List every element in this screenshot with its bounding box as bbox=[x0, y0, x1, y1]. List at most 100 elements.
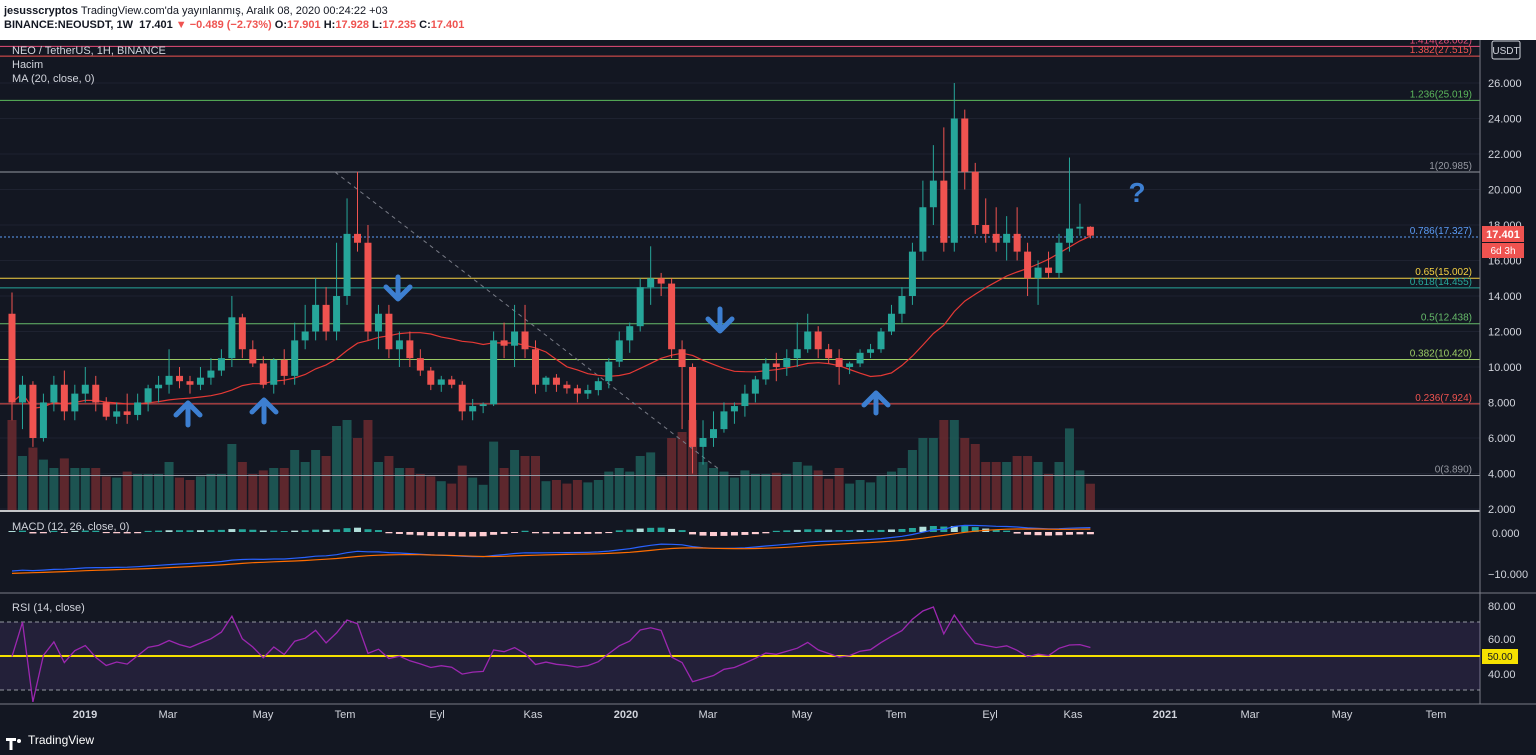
candle-body bbox=[908, 251, 916, 296]
arrow-up-icon[interactable] bbox=[173, 400, 203, 428]
candle-body bbox=[511, 331, 519, 346]
volume-bar bbox=[101, 476, 111, 510]
price-tick: 12.000 bbox=[1488, 327, 1522, 339]
candle-body bbox=[657, 278, 665, 284]
macd-hist-bar bbox=[176, 530, 184, 532]
macd-hist-bar bbox=[469, 532, 477, 537]
volume-bar bbox=[813, 470, 823, 510]
volume-bar bbox=[311, 450, 321, 510]
macd-hist-bar bbox=[730, 532, 738, 536]
volume-bar bbox=[342, 420, 352, 510]
macd-hist-bar bbox=[971, 527, 979, 532]
macd-hist-bar bbox=[1065, 532, 1073, 535]
fib-label: 0.618(14.455) bbox=[1410, 277, 1472, 288]
arrow-up-icon[interactable] bbox=[249, 397, 279, 425]
last-price: 17.401 bbox=[139, 19, 173, 31]
candle-body bbox=[416, 358, 424, 371]
candle-body bbox=[50, 384, 58, 403]
macd-hist-bar bbox=[950, 526, 958, 532]
currency-label: USDT bbox=[1492, 46, 1519, 57]
volume-bar bbox=[1002, 462, 1012, 510]
volume-bar bbox=[562, 483, 572, 510]
tradingview-logo[interactable]: TradingView bbox=[6, 733, 94, 750]
rsi-label[interactable]: RSI (14, close) bbox=[12, 602, 85, 614]
legend-volume[interactable]: Hacim bbox=[12, 59, 43, 71]
macd-hist-bar bbox=[479, 532, 487, 537]
candle-body bbox=[155, 384, 163, 389]
candle-body bbox=[709, 429, 717, 438]
macd-histogram bbox=[8, 526, 1094, 537]
volume-bar bbox=[520, 456, 530, 510]
macd-hist-bar bbox=[102, 532, 110, 534]
macd-hist-bar bbox=[60, 532, 68, 534]
ma-line bbox=[11, 235, 1091, 410]
candle-body bbox=[793, 349, 801, 359]
volume-bar bbox=[394, 468, 404, 510]
time-tick: Tem bbox=[335, 709, 356, 721]
macd-line bbox=[11, 524, 1091, 572]
time-axis[interactable]: 2019 Mar May Tem Eyl Kas 2020 Mar May Tem Eyl Kas 20… bbox=[73, 709, 1447, 721]
macd-hist-bar bbox=[270, 530, 278, 532]
candle-body bbox=[626, 326, 634, 341]
candle-body bbox=[364, 242, 372, 332]
macd-hist-bar bbox=[636, 528, 644, 532]
macd-hist-bar bbox=[709, 532, 717, 537]
macd-hist-bar bbox=[867, 530, 875, 532]
arrow-up-icon[interactable] bbox=[861, 390, 891, 416]
chart-area[interactable]: 1.414(28.062)1.382(27.515) 1.236(25.019) 1… bbox=[0, 40, 1536, 755]
volume-bar bbox=[195, 476, 205, 510]
candle-body bbox=[1024, 251, 1032, 279]
macd-hist-bar bbox=[511, 532, 519, 534]
macd-hist-bar bbox=[207, 530, 215, 532]
volume-bar bbox=[740, 470, 750, 510]
candle-body bbox=[291, 340, 299, 376]
legend-ma[interactable]: MA (20, close, 0) bbox=[12, 73, 95, 85]
macd-hist-bar bbox=[626, 529, 634, 532]
rsi-tick-60: 60.00 bbox=[1488, 634, 1516, 646]
volume-bar bbox=[928, 438, 938, 510]
macd-hist-bar bbox=[196, 530, 204, 532]
macd-hist-bar bbox=[573, 532, 581, 534]
low-label: L: bbox=[372, 19, 383, 31]
candle-body bbox=[647, 278, 655, 288]
candle-body bbox=[123, 411, 131, 415]
macd-label[interactable]: MACD (12, 26, close, 0) bbox=[12, 521, 129, 533]
arrow-down-icon[interactable] bbox=[705, 306, 735, 334]
close-value: 17.401 bbox=[430, 19, 465, 31]
candle-body bbox=[71, 393, 79, 412]
rsi-tick-40: 40.00 bbox=[1488, 669, 1516, 681]
macd-hist-bar bbox=[385, 532, 393, 534]
macd-hist-bar bbox=[720, 532, 728, 536]
price-change: −0.489 (−2.73%) bbox=[189, 19, 272, 31]
macd-hist-bar bbox=[228, 529, 236, 532]
candle-body bbox=[668, 283, 676, 350]
volume-bar bbox=[185, 480, 195, 510]
currency-badge[interactable] bbox=[1491, 40, 1521, 60]
question-mark[interactable]: ? bbox=[1128, 177, 1145, 208]
candle-body bbox=[730, 406, 738, 412]
volume-bar bbox=[499, 468, 509, 510]
volume-bar bbox=[886, 471, 896, 510]
macd-hist-bar bbox=[542, 532, 550, 534]
candle-body bbox=[552, 377, 560, 385]
candle-body bbox=[238, 317, 246, 350]
symbol-label: BINANCE:NEOUSDT, 1W bbox=[4, 19, 133, 31]
fib-label: 0.786(17.327) bbox=[1410, 226, 1472, 237]
trend-line[interactable] bbox=[334, 171, 721, 471]
macd-hist-bar bbox=[1086, 532, 1094, 535]
rsi-highlight-badge bbox=[1482, 649, 1518, 664]
volume-bar bbox=[258, 470, 268, 510]
macd-hist-bar bbox=[825, 529, 833, 532]
arrow-down-icon[interactable] bbox=[383, 274, 413, 302]
volume-bar bbox=[970, 444, 980, 510]
author-name[interactable]: jesusscryptos bbox=[4, 5, 78, 17]
tradingview-logo-icon bbox=[6, 738, 16, 750]
candle-body bbox=[490, 340, 498, 405]
volume-bar bbox=[1044, 474, 1054, 510]
candle-body bbox=[29, 384, 37, 438]
volume-bar bbox=[991, 462, 1001, 510]
volume-bar bbox=[949, 420, 959, 510]
volume-bar bbox=[918, 438, 928, 510]
volume-bar bbox=[38, 459, 48, 510]
time-tick: Mar bbox=[699, 709, 718, 721]
